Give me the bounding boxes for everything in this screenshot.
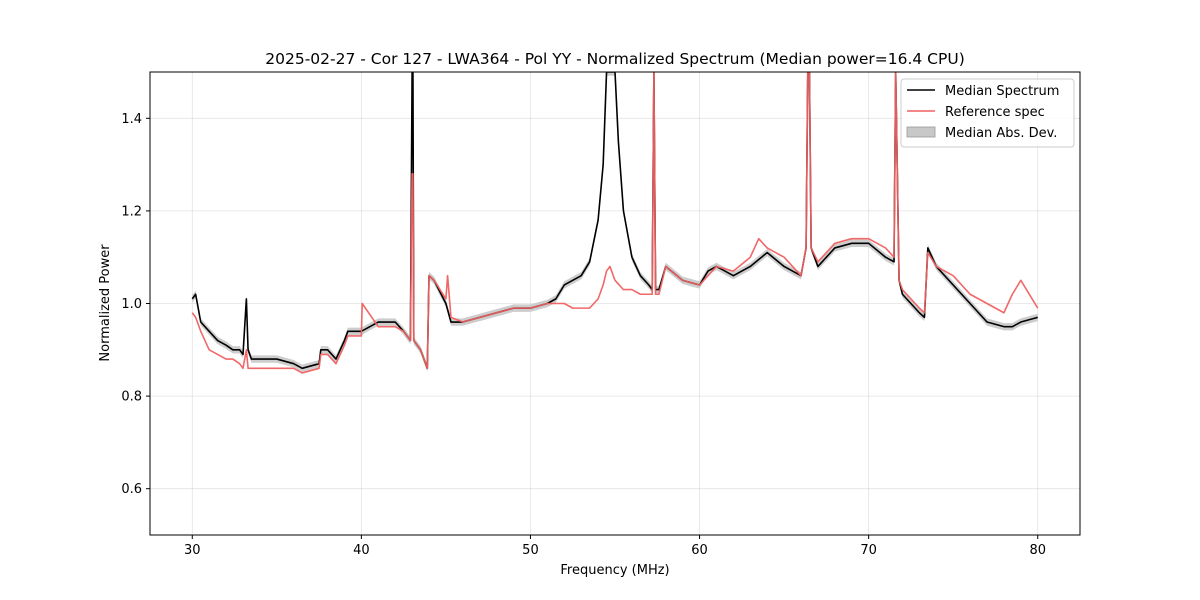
reference-spectrum-line	[191, 72, 1039, 374]
x-tick-label: 80	[1029, 543, 1046, 558]
legend: Median Spectrum Reference spec Median Ab…	[900, 78, 1075, 148]
chart-title: 2025-02-27 - Cor 127 - LWA364 - Pol YY -…	[265, 50, 965, 68]
y-tick-label: 1.2	[121, 204, 142, 219]
x-axis-label: Frequency (MHz)	[560, 563, 669, 578]
x-tick-label: 70	[860, 543, 877, 558]
legend-swatch-mad	[906, 126, 936, 138]
y-axis-label: Normalized Power	[98, 244, 113, 362]
y-tick-label: 1.4	[121, 112, 142, 127]
legend-box	[900, 78, 1075, 148]
y-tick-label: 1.0	[121, 297, 142, 312]
y-tick-label: 0.8	[121, 390, 142, 405]
x-tick-label: 50	[522, 543, 539, 558]
legend-label-reference: Reference spec	[945, 105, 1045, 120]
ticks: 30 40 50 60 70 80 0.6 0.8 1.0 1.2 1.4	[121, 112, 1046, 558]
x-tick-label: 60	[691, 543, 708, 558]
legend-label-median: Median Spectrum	[945, 84, 1059, 99]
series-layer	[191, 72, 1039, 374]
x-tick-label: 30	[184, 543, 201, 558]
median-spectrum-line	[191, 72, 1038, 370]
y-tick-label: 0.6	[121, 482, 142, 497]
legend-label-mad: Median Abs. Dev.	[945, 126, 1057, 141]
x-tick-label: 40	[353, 543, 370, 558]
